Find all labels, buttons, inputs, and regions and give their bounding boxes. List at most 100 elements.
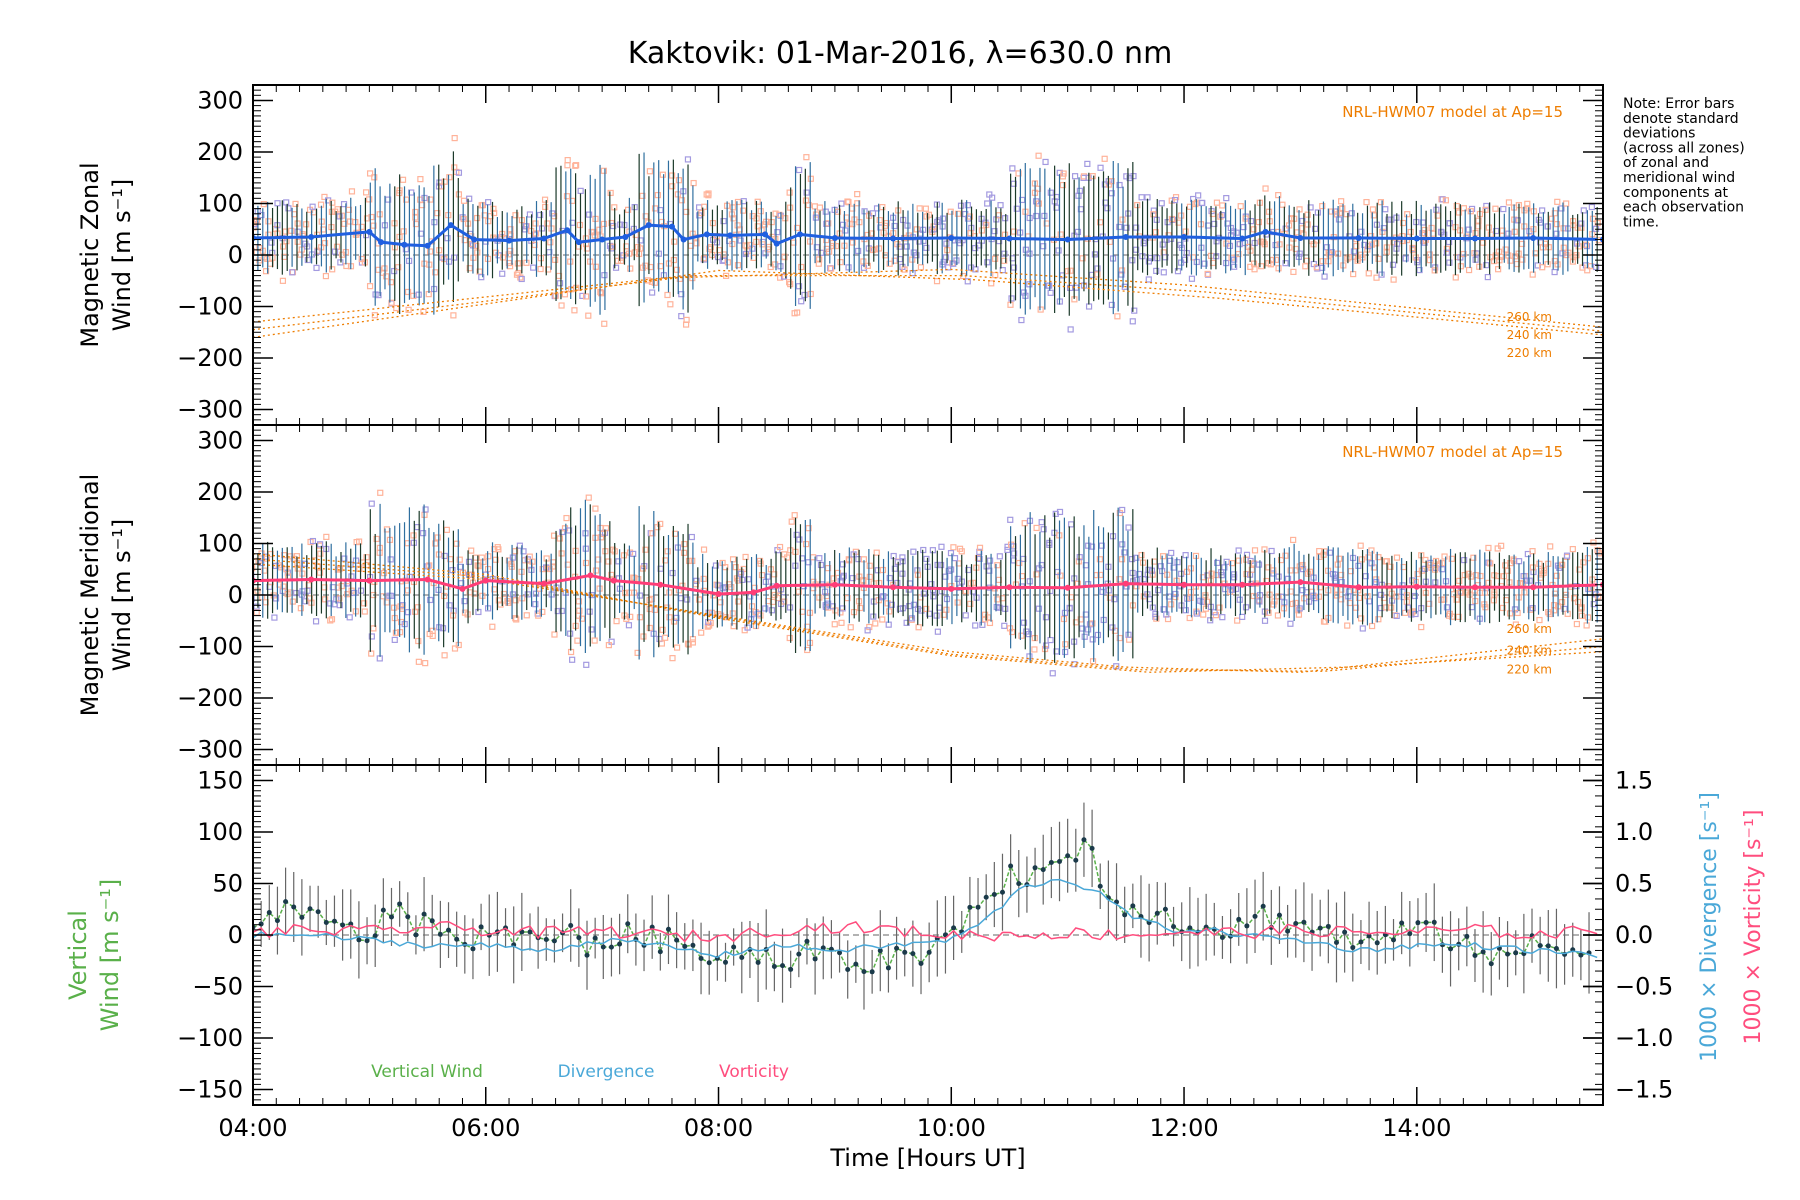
zone-sample: [873, 549, 880, 556]
vertical-wind-point: [665, 926, 671, 932]
zone-sample: [1158, 200, 1165, 207]
zone-sample: [999, 267, 1006, 274]
zone-sample: [1018, 316, 1025, 324]
zone-sample: [939, 215, 947, 222]
mean-point: [1355, 235, 1362, 241]
zone-sample: [1085, 542, 1092, 549]
zone-sample: [1242, 604, 1250, 611]
zone-sample: [1104, 205, 1111, 212]
vertical-wind-point: [1089, 845, 1095, 851]
vertical-wind-point: [1219, 934, 1225, 940]
zone-sample: [850, 551, 857, 558]
zone-sample: [967, 600, 974, 607]
y-axis-label-line-1: Magnetic Zonal: [76, 162, 104, 347]
mean-point: [831, 581, 838, 588]
zone-sample: [776, 211, 783, 218]
zone-sample: [1188, 275, 1196, 282]
zone-sample: [1235, 557, 1242, 564]
zone-sample: [1460, 205, 1467, 212]
vertical-wind-point: [266, 910, 272, 916]
vertical-wind-point: [1333, 939, 1339, 945]
vertical-wind-point: [1513, 950, 1519, 956]
zone-sample: [1026, 281, 1033, 288]
zone-sample: [879, 616, 886, 623]
zone-sample: [1140, 575, 1147, 583]
zone-sample: [1275, 573, 1282, 580]
zone-sample: [705, 609, 712, 616]
zone-sample: [681, 540, 688, 548]
note-line: meridional wind: [1623, 170, 1735, 186]
zone-sample: [794, 224, 801, 232]
vertical-wind-point: [853, 961, 859, 967]
mean-point: [1471, 235, 1478, 242]
vertical-wind-point: [1032, 865, 1038, 871]
zone-sample: [1268, 547, 1275, 555]
model-line: [253, 274, 1603, 332]
zone-sample: [309, 537, 317, 545]
zone-sample: [1418, 623, 1425, 631]
zone-sample: [577, 187, 584, 194]
zone-sample: [404, 288, 412, 296]
y-tick-label: 200: [197, 138, 243, 166]
zone-sample: [928, 581, 935, 588]
zone-sample: [1390, 276, 1397, 283]
zone-sample: [1456, 577, 1463, 585]
zone-sample: [1018, 573, 1026, 580]
zone-sample: [531, 231, 539, 238]
zone-sample: [513, 616, 520, 623]
zone-sample: [492, 249, 499, 256]
zone-sample: [313, 264, 320, 272]
zone-sample: [1446, 220, 1453, 227]
zone-sample: [532, 220, 539, 227]
y-axis-label-line-2: Wind [m s⁻¹]: [108, 519, 136, 671]
zone-sample: [322, 272, 330, 280]
vertical-wind-point: [283, 899, 289, 905]
zone-sample: [1172, 594, 1179, 601]
zone-sample: [764, 573, 771, 580]
zone-sample: [608, 571, 615, 579]
x-tick-label: 10:00: [917, 1114, 986, 1142]
zone-sample: [1294, 229, 1301, 236]
zone-sample: [1304, 211, 1311, 218]
mean-point: [424, 242, 431, 249]
y2-tick-label: −1.5: [1615, 1076, 1673, 1104]
vertical-wind-point: [877, 948, 883, 954]
mean-point: [622, 233, 629, 240]
zone-sample: [441, 552, 448, 560]
zone-sample: [666, 589, 673, 596]
zone-sample: [512, 597, 519, 604]
zone-sample: [573, 162, 580, 169]
panel-2: 300 200 100 0 −100 −200 −300 Magnetic Meridiona…: [76, 424, 1604, 766]
zone-sample: [1546, 610, 1553, 618]
zone-sample: [720, 251, 727, 258]
y-tick-label: 100: [197, 529, 243, 557]
vertical-wind-point: [1236, 916, 1242, 922]
zone-sample: [1007, 516, 1014, 523]
zone-sample: [1174, 559, 1181, 566]
zone-sample: [1229, 560, 1236, 567]
zone-sample: [575, 598, 583, 605]
zone-sample: [668, 172, 676, 179]
zone-sample: [1237, 203, 1244, 210]
zone-sample: [591, 637, 598, 644]
zone-sample: [901, 266, 908, 273]
zone-sample: [910, 601, 918, 608]
zone-sample: [1446, 259, 1453, 266]
zone-sample: [1441, 596, 1448, 603]
vertical-wind-point: [1162, 906, 1168, 912]
zone-sample: [1580, 207, 1587, 214]
zone-sample: [1168, 601, 1175, 608]
zone-sample: [816, 594, 823, 601]
zone-sample: [1404, 211, 1411, 218]
zone-sample: [1094, 631, 1102, 639]
zone-sample: [872, 620, 879, 627]
vertical-wind-point: [446, 927, 452, 933]
zone-sample: [1373, 240, 1380, 247]
zone-sample: [1182, 607, 1189, 614]
zone-sample: [1101, 181, 1108, 188]
zone-sample: [262, 268, 270, 275]
zone-sample: [522, 223, 530, 230]
vertical-wind-point: [682, 943, 688, 949]
zone-sample: [368, 213, 375, 221]
zone-sample: [864, 262, 871, 269]
